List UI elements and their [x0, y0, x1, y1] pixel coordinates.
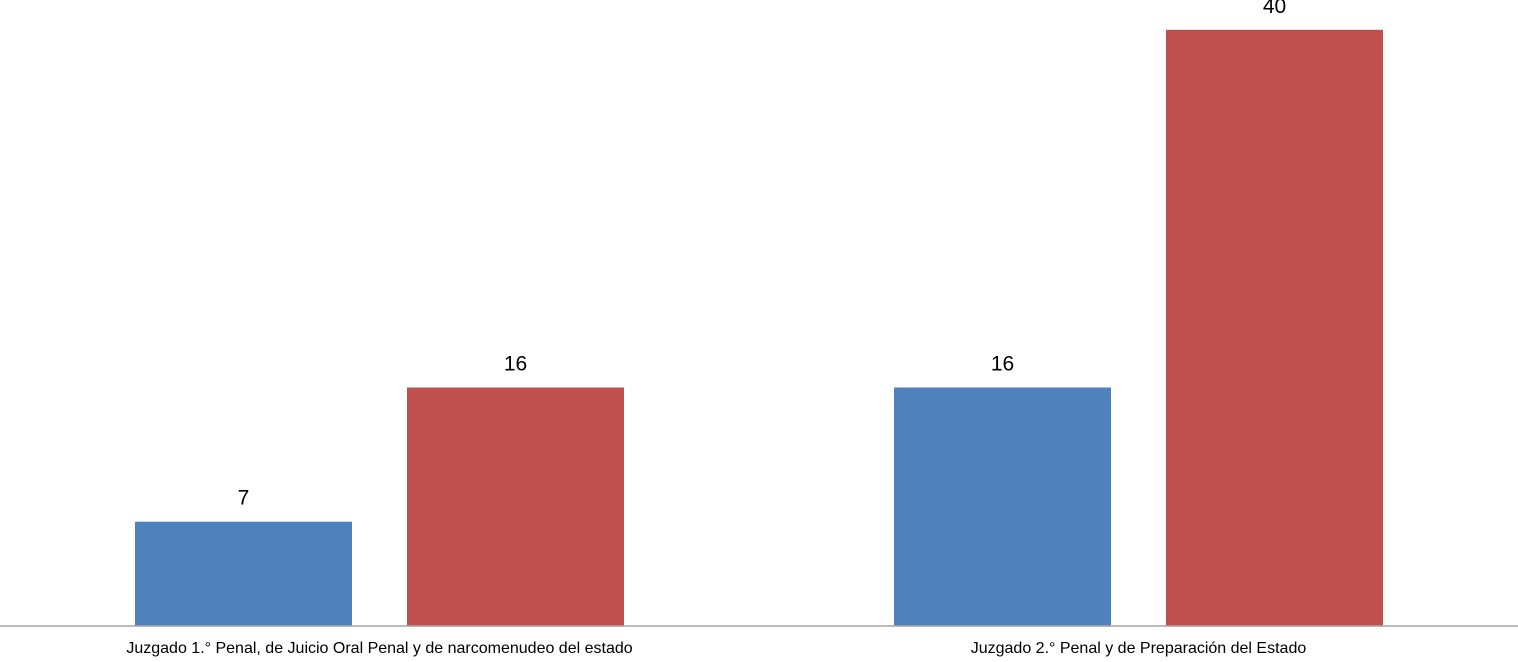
category-label-2: Juzgado 2.° Penal y de Preparación del E…	[971, 640, 1307, 657]
value-labels-group: 7 16 16 40	[238, 0, 1287, 510]
value-label-s1-c2: 16	[991, 353, 1014, 376]
bar-s1-c1	[135, 521, 352, 626]
category-labels-group: Juzgado 1.° Penal, de Juicio Oral Penal …	[126, 640, 1306, 657]
bars-group	[135, 29, 1383, 627]
bar-s2-c1	[407, 387, 624, 626]
value-label-s1-c1: 7	[238, 487, 250, 510]
bar-s2-c2	[1166, 29, 1383, 627]
category-label-1: Juzgado 1.° Penal, de Juicio Oral Penal …	[126, 640, 632, 657]
bar-s1-c2	[894, 387, 1111, 626]
value-label-s2-c2: 40	[1263, 0, 1286, 18]
value-label-s2-c1: 16	[504, 353, 527, 376]
